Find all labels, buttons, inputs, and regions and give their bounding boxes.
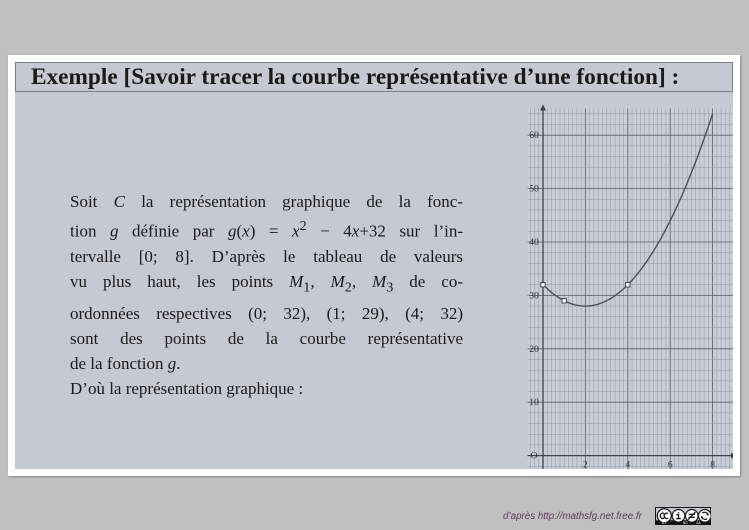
svg-text:10: 10 xyxy=(529,398,539,408)
svg-text:50: 50 xyxy=(529,185,539,195)
svg-text:2: 2 xyxy=(583,461,588,469)
svg-text:4: 4 xyxy=(625,461,630,469)
svg-text:40: 40 xyxy=(529,238,539,248)
svg-text:60: 60 xyxy=(529,131,539,141)
svg-text:20: 20 xyxy=(529,345,539,355)
svg-text:O: O xyxy=(531,452,538,462)
svg-text:ND: ND xyxy=(682,521,687,525)
svg-text:6: 6 xyxy=(668,461,673,469)
svg-text:8: 8 xyxy=(710,461,715,469)
svg-text:30: 30 xyxy=(529,291,539,301)
